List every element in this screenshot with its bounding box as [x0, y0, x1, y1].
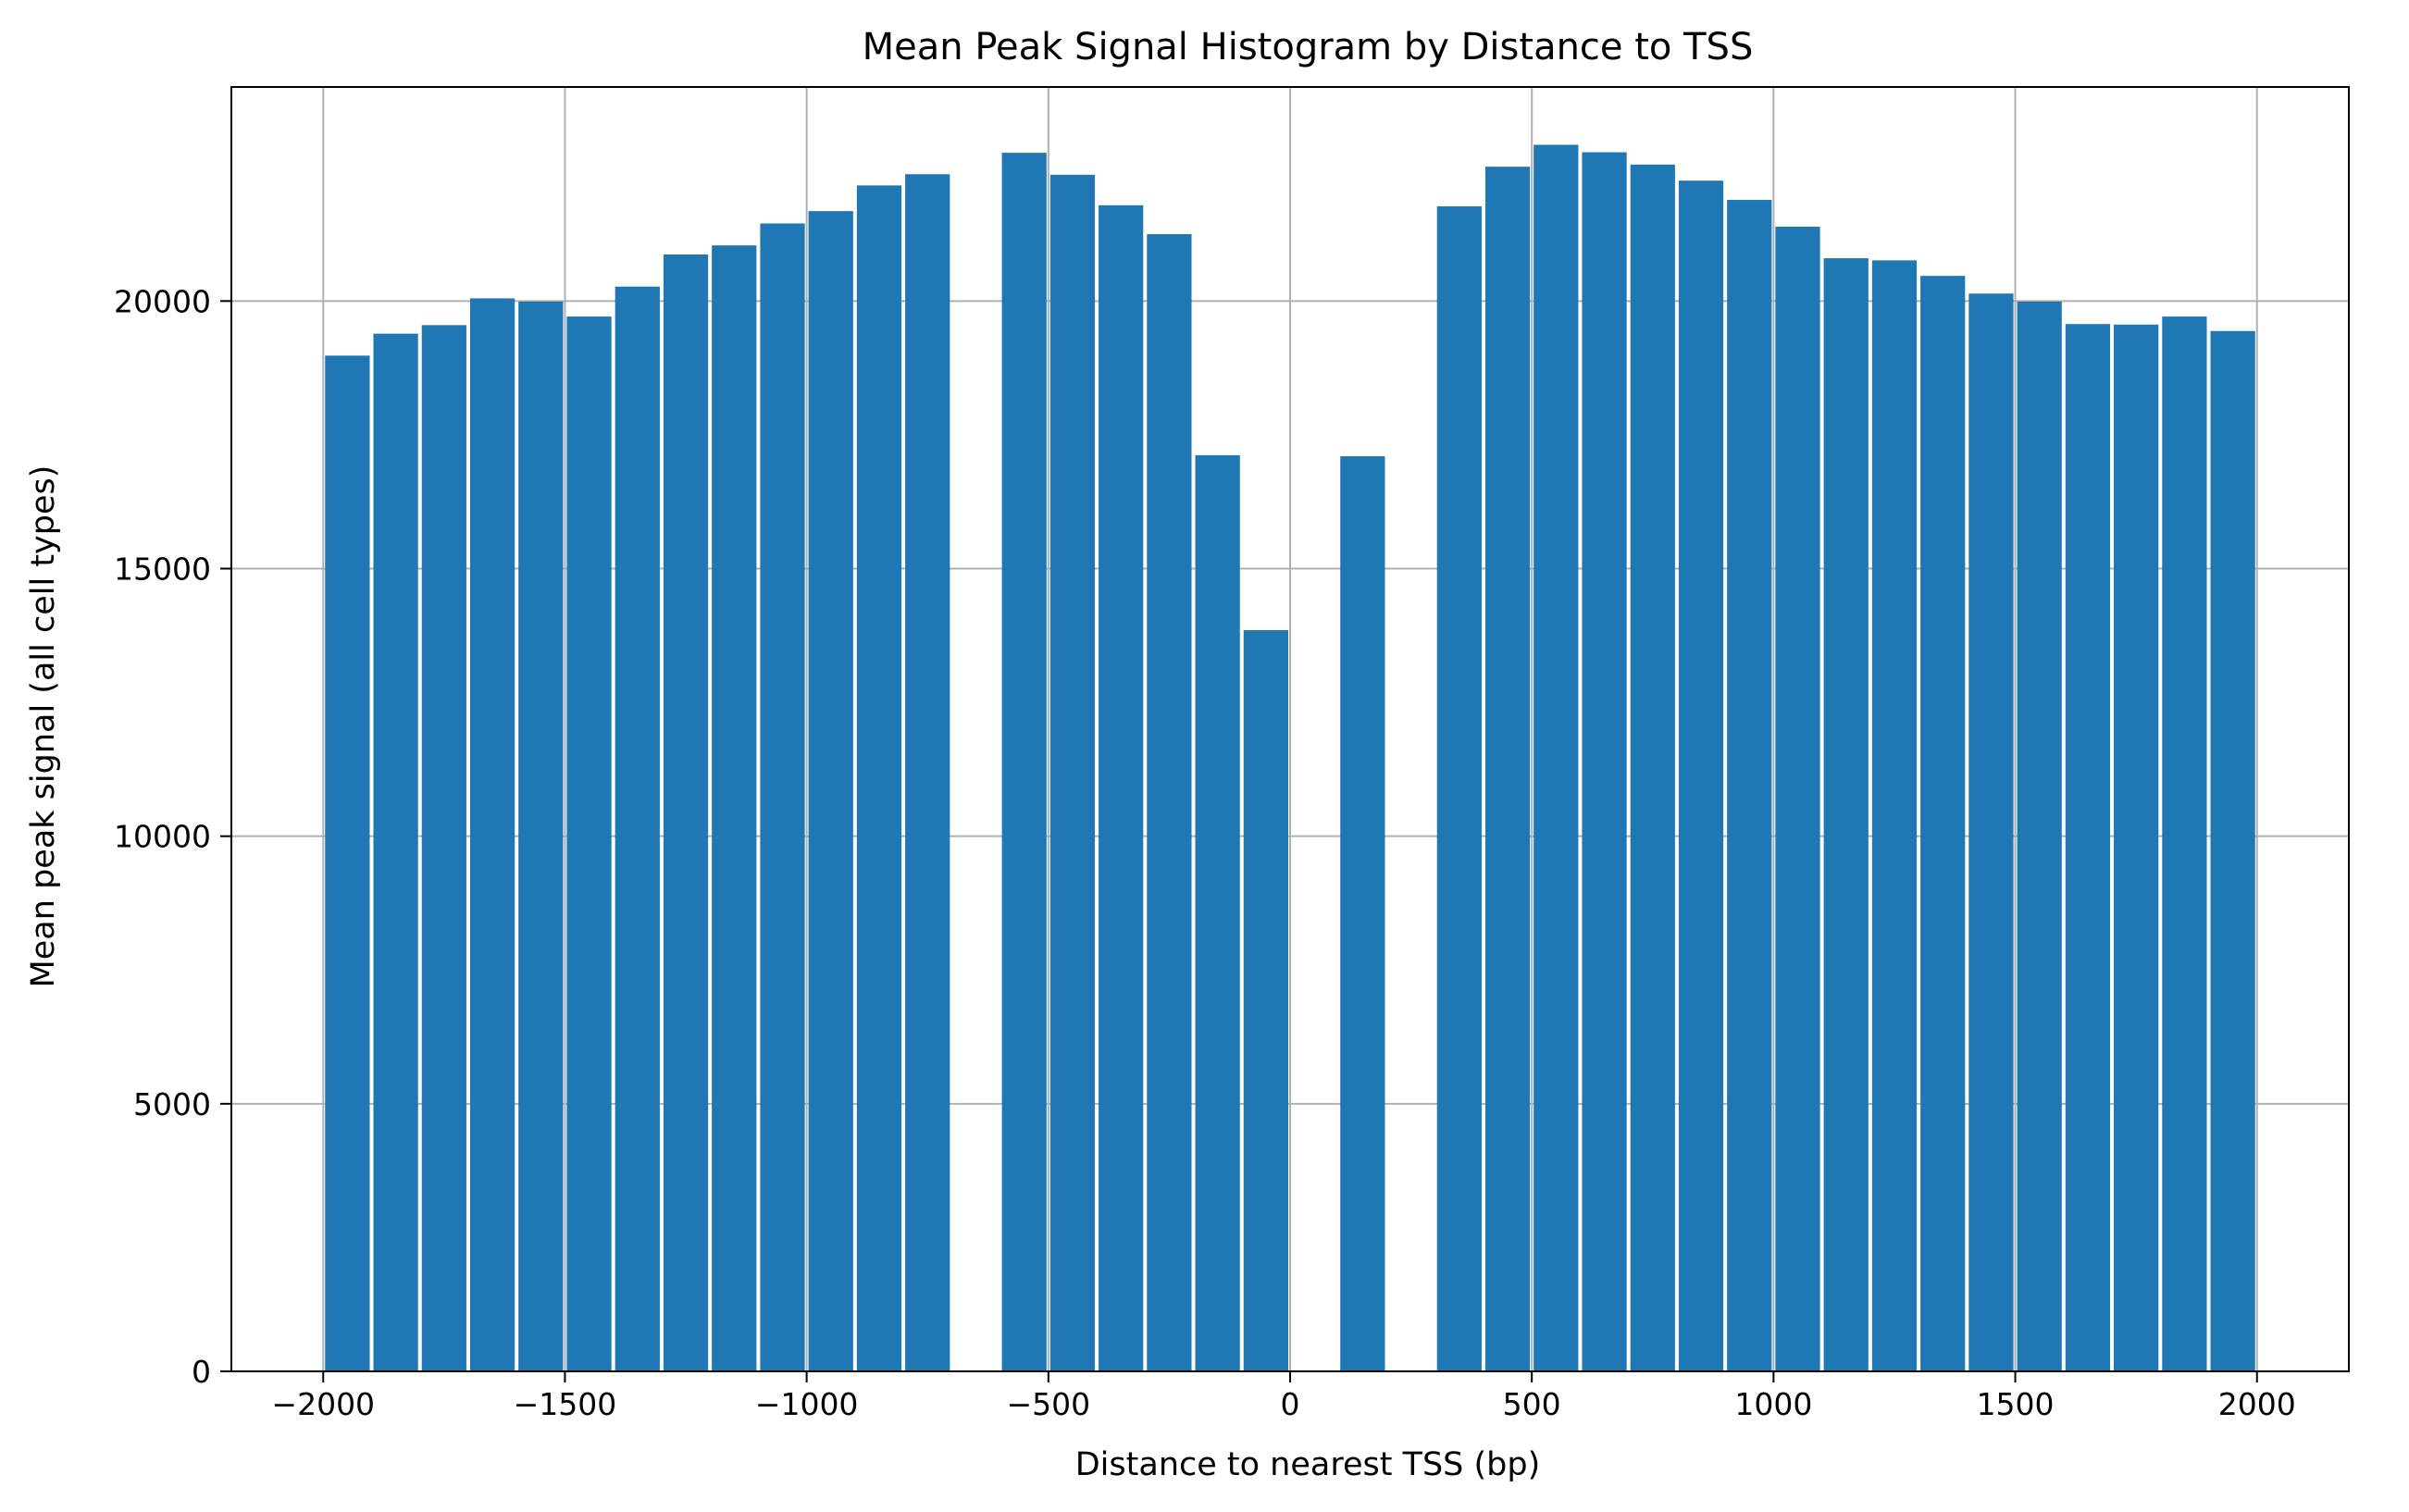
- x-tick-label: −1500: [514, 1386, 617, 1422]
- histogram-bar: [1099, 204, 1144, 1372]
- histogram-bar: [1582, 152, 1627, 1372]
- x-tick-label: 500: [1503, 1386, 1561, 1422]
- histogram-bar: [1534, 144, 1579, 1372]
- histogram-bar: [1001, 153, 1047, 1371]
- x-tick-label: −2000: [271, 1386, 375, 1422]
- histogram-bar: [905, 174, 950, 1372]
- histogram-bar: [1436, 205, 1482, 1371]
- chart-title: Mean Peak Signal Histogram by Distance t…: [863, 26, 1754, 68]
- histogram-bar: [1195, 454, 1240, 1372]
- y-tick-label: 0: [192, 1354, 211, 1390]
- histogram-bar: [1678, 180, 1724, 1371]
- histogram-bar: [469, 298, 515, 1372]
- histogram-bar: [2114, 324, 2159, 1371]
- histogram-bar: [1920, 276, 1966, 1372]
- y-axis-label: Mean peak signal (all cell types): [25, 465, 62, 988]
- histogram-bar: [2065, 324, 2111, 1371]
- histogram-bar: [518, 301, 564, 1372]
- y-tick-label: 5000: [133, 1086, 211, 1122]
- y-tick-label: 10000: [114, 819, 211, 855]
- histogram-bar: [1243, 630, 1288, 1371]
- y-tick-label: 20000: [114, 283, 211, 319]
- x-tick-label: 1500: [1977, 1386, 2055, 1422]
- histogram-bar: [421, 325, 466, 1371]
- histogram-bar: [1871, 260, 1918, 1371]
- histogram-bar: [2162, 316, 2207, 1372]
- histogram-bar: [1727, 200, 1772, 1372]
- histogram-bar: [1968, 293, 2014, 1371]
- histogram-bar: [1775, 226, 1820, 1371]
- histogram-bar: [712, 245, 757, 1372]
- histogram-bar: [2210, 330, 2255, 1372]
- histogram-bar: [760, 223, 805, 1372]
- histogram-bar: [1630, 164, 1675, 1371]
- x-tick-label: −500: [1006, 1386, 1090, 1422]
- x-axis-ticks: −2000 −1500 −1000 −500 0 500 1000 1500 2000: [271, 1371, 2296, 1422]
- histogram-bar: [856, 185, 902, 1371]
- histogram-bar: [1340, 456, 1385, 1371]
- histogram-bar: [325, 355, 370, 1371]
- histogram-bar: [1823, 258, 1869, 1372]
- histogram-bar: [615, 286, 660, 1372]
- y-tick-label: 15000: [114, 552, 211, 588]
- histogram-bar: [373, 333, 418, 1371]
- histogram-bar: [566, 316, 612, 1372]
- bar-series: [325, 144, 2255, 1372]
- histogram-bar: [2017, 301, 2062, 1372]
- x-tick-label: 2000: [2218, 1386, 2296, 1422]
- x-tick-label: 0: [1281, 1386, 1300, 1422]
- histogram-bar: [1049, 174, 1096, 1371]
- histogram-bar: [1147, 234, 1192, 1372]
- y-axis-ticks: 0 5000 10000 15000 20000: [114, 283, 231, 1390]
- x-axis-label: Distance to nearest TSS (bp): [1075, 1446, 1541, 1483]
- histogram-bar: [808, 211, 853, 1371]
- x-tick-label: 1000: [1734, 1386, 1812, 1422]
- histogram-bar: [663, 254, 709, 1372]
- x-tick-label: −1000: [755, 1386, 859, 1422]
- histogram-bar: [1484, 167, 1531, 1372]
